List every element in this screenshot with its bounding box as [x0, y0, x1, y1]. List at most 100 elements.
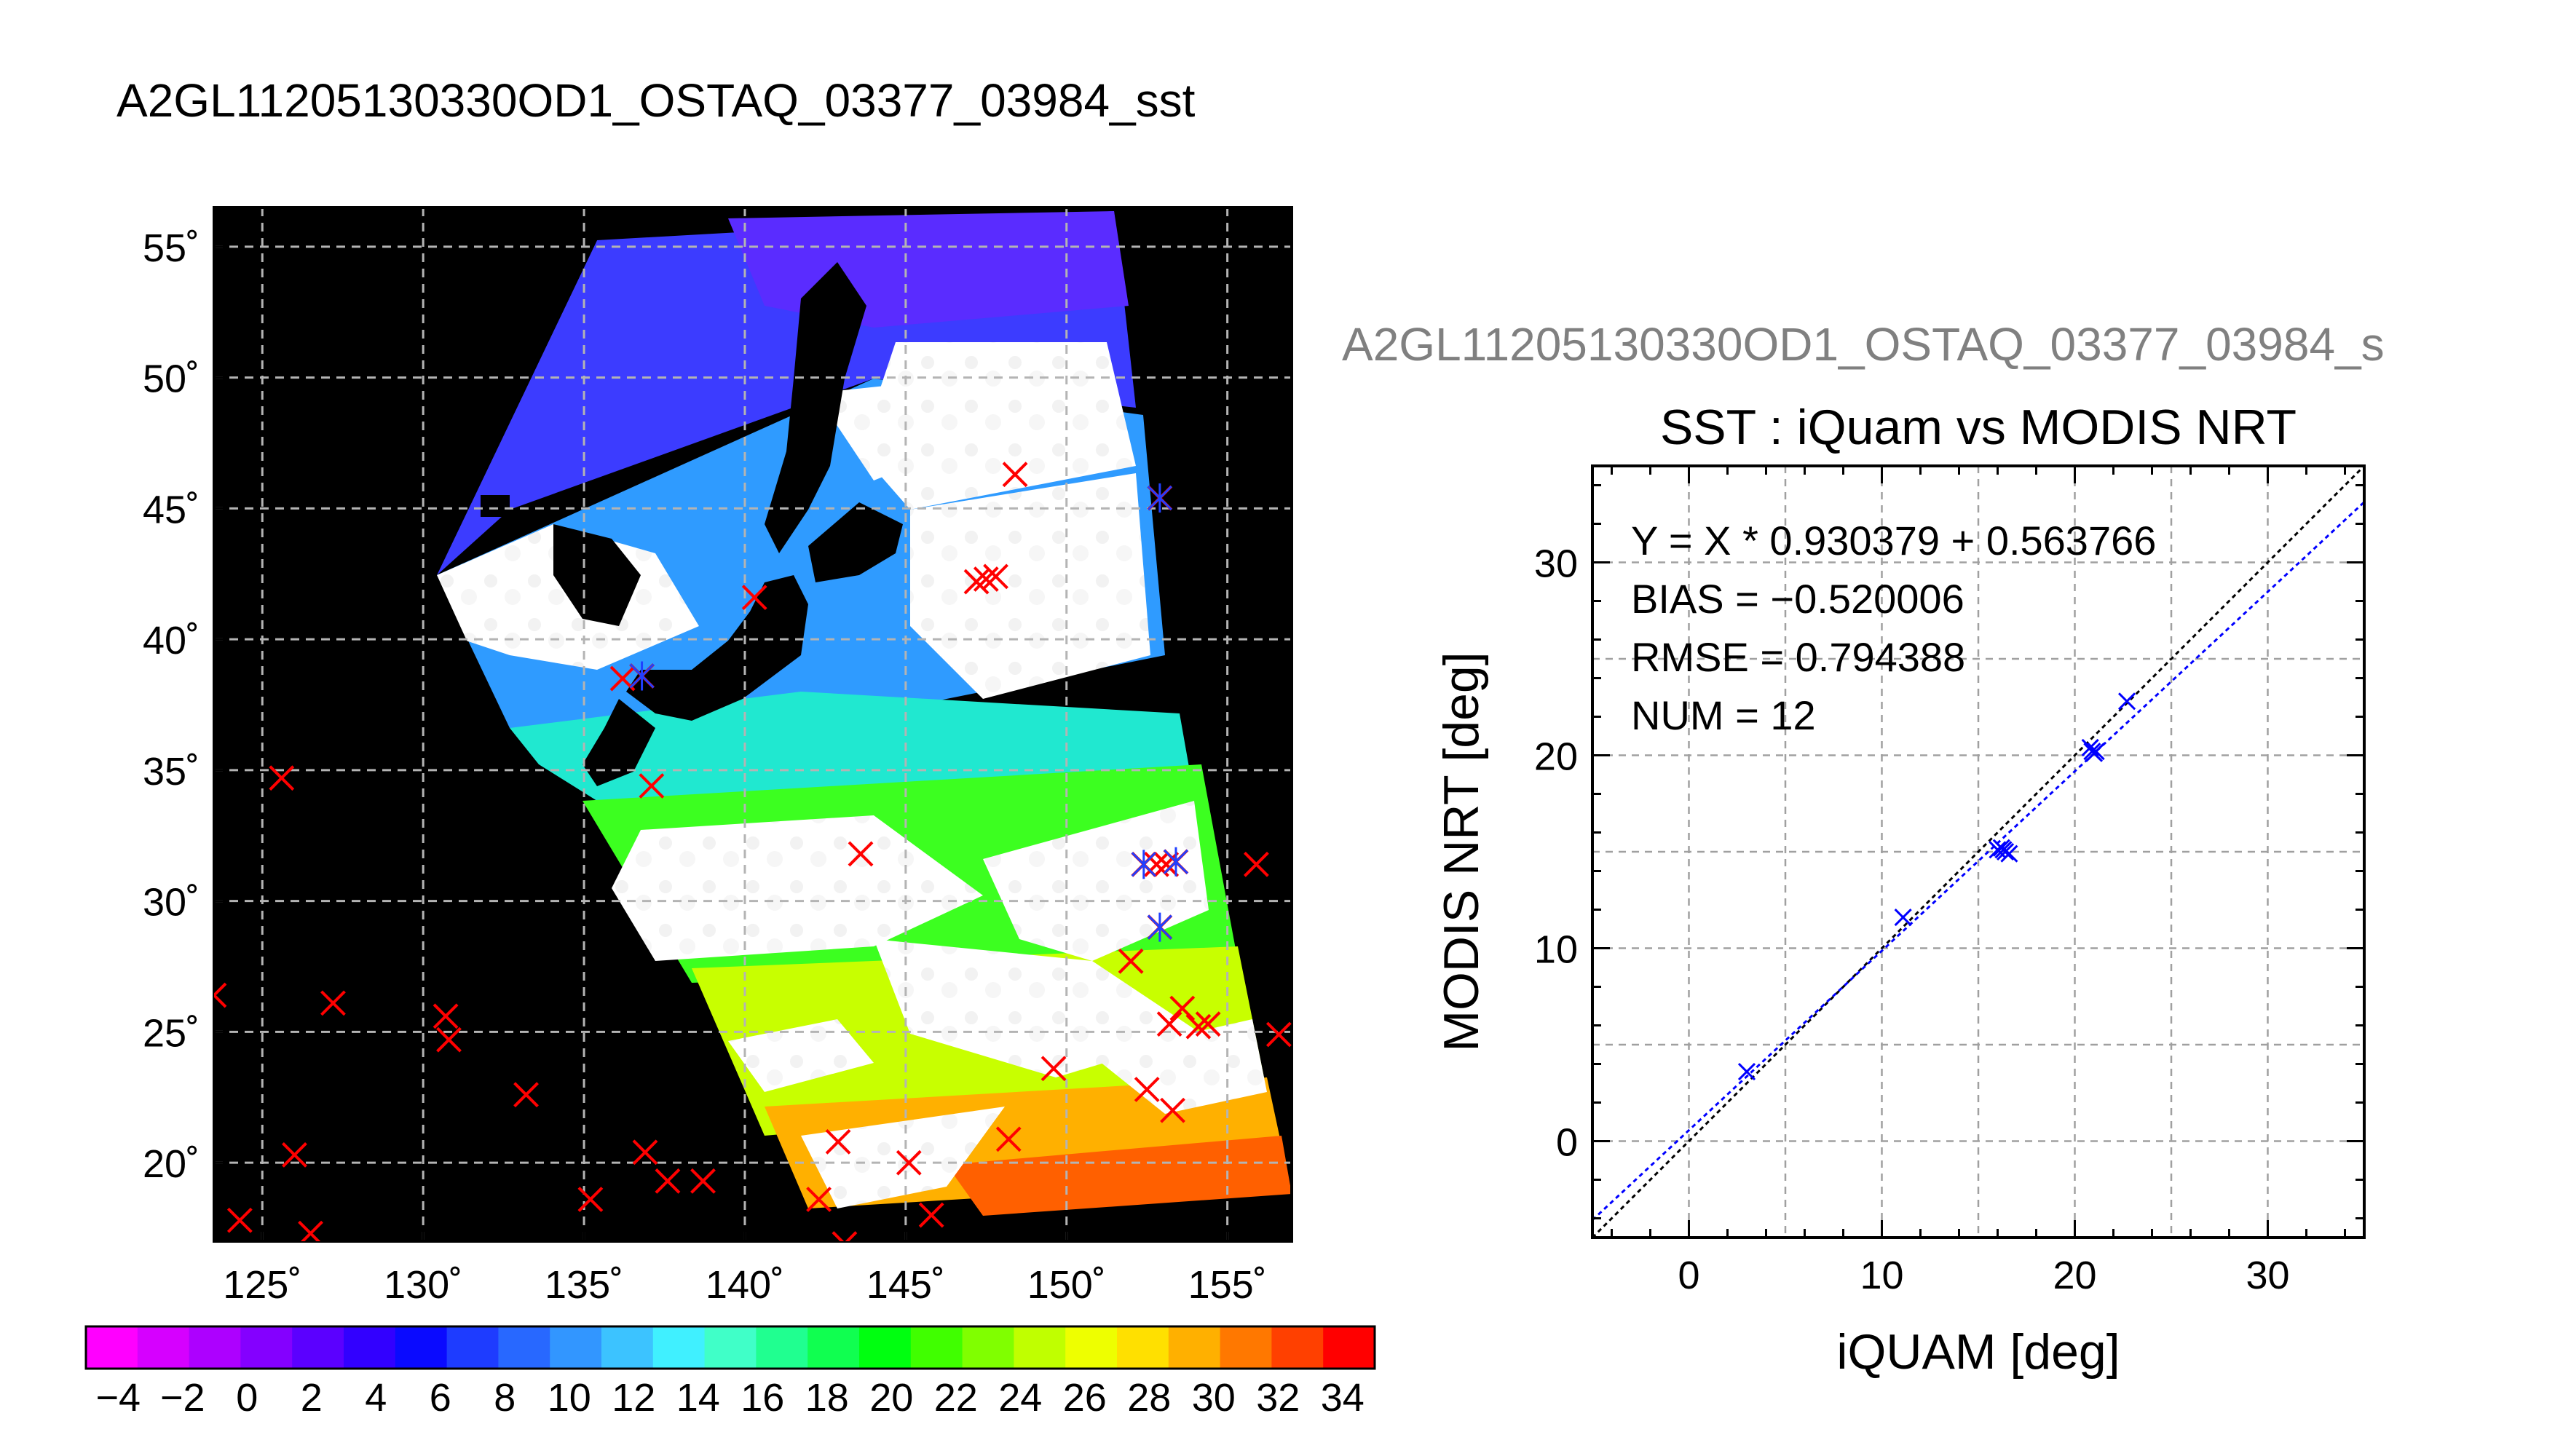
matchup-x-marker	[896, 1150, 922, 1176]
scatter-x-tick-label: 0	[1678, 1254, 1699, 1297]
scatter-ticks: 0 10 20 30 0 10 20 30	[1534, 466, 2364, 1297]
colorbar: −4 −2 0 2 4 6 8 10 12 14 16 18 20 22 24 26 28 30 32 34	[84, 1325, 1376, 1420]
map-x-axis: 125˚ 130˚ 135˚ 140˚ 145˚ 150˚ 155˚	[223, 1228, 1267, 1307]
matchup-x-marker	[1134, 1077, 1160, 1102]
colorbar-cell	[1323, 1326, 1375, 1369]
colorbar-tick-label: 24	[998, 1376, 1042, 1420]
scatter-y-tick-label: 10	[1534, 928, 1578, 972]
map-y-axis: 20˚ 25˚ 30˚ 35˚ 40˚ 45˚ 50˚ 55˚	[143, 226, 227, 1186]
colorbar-tick-label: −4	[95, 1376, 141, 1420]
matchup-x-marker	[918, 1202, 944, 1228]
colorbar-cell	[1014, 1326, 1066, 1369]
colorbar-cell	[910, 1326, 963, 1369]
matchup-star-marker	[1147, 483, 1172, 513]
stats-line: Y = X * 0.930379 + 0.563766	[1631, 518, 2156, 563]
map-y-tick-label: 45˚	[143, 488, 200, 531]
matchup-star-marker	[1131, 850, 1156, 879]
x-axis-label: iQUAM [deg]	[1836, 1324, 2120, 1380]
map-x-tick-label: 150˚	[1027, 1263, 1106, 1307]
colorbar-cell	[1271, 1326, 1324, 1369]
matchup-x-marker	[1002, 462, 1028, 488]
colorbar-cell	[1065, 1326, 1118, 1369]
colorbar-cell	[344, 1326, 396, 1369]
matchup-x-marker	[1169, 995, 1196, 1021]
colorbar-cell	[859, 1326, 912, 1369]
scatter-point	[1737, 1063, 1756, 1081]
colorbar-tick-label: 0	[236, 1376, 258, 1420]
scatter-points	[1737, 692, 2136, 1081]
colorbar-tick-label: 8	[494, 1376, 516, 1420]
scatter-panel: 0 10 20 30 0 10 20 30 Y = X * 0.930379 + 0.5637…	[1434, 464, 2366, 1380]
matchup-x-marker	[436, 1026, 462, 1053]
matchup-x-marker	[1243, 851, 1269, 877]
matchup-x-marker	[632, 1139, 658, 1166]
colorbar-tick-label: 26	[1063, 1376, 1107, 1420]
land-mass	[481, 262, 903, 786]
colorbar-cell	[550, 1326, 602, 1369]
matchup-star-marker	[1163, 847, 1189, 877]
matchup-x-marker	[639, 773, 665, 799]
map-y-tick-label: 40˚	[143, 619, 200, 662]
scatter-y-tick-label: 0	[1556, 1121, 1578, 1165]
matchup-star-marker	[629, 661, 655, 691]
matchup-x-marker	[577, 1187, 604, 1212]
map-y-tick-label: 35˚	[143, 750, 200, 794]
matchup-x-marker	[1156, 1011, 1182, 1037]
colorbar-cell	[1168, 1326, 1221, 1369]
colorbar-cell	[807, 1326, 860, 1369]
matchup-x-marker	[298, 1220, 323, 1241]
map-y-tick-label: 30˚	[143, 881, 200, 925]
colorbar-cells	[86, 1326, 1375, 1369]
colorbar-tick-labels: −4 −2 0 2 4 6 8 10 12 14 16 18 20 22 24 26 28 30 32 34	[95, 1376, 1364, 1420]
colorbar-cell	[756, 1326, 808, 1369]
main-title: A2GL11205130330OD1_OSTAQ_03377_03984_sst	[117, 74, 1196, 127]
map-y-tick-label: 50˚	[143, 357, 200, 401]
matchup-x-marker	[995, 1126, 1022, 1152]
colorbar-tick-label: 16	[741, 1376, 784, 1420]
map-x-tick-label: 130˚	[384, 1263, 462, 1307]
colorbar-cell	[962, 1326, 1014, 1369]
scatter-y-tick-label: 20	[1534, 735, 1578, 779]
map-y-tick-label: 55˚	[143, 226, 200, 270]
colorbar-tick-label: 4	[365, 1376, 387, 1420]
colorbar-cell	[395, 1326, 448, 1369]
scatter-title: SST : iQuam vs MODIS NRT	[1660, 400, 2297, 455]
y-axis-label: MODIS NRT [deg]	[1434, 652, 1489, 1051]
side-title: A2GL11205130330OD1_OSTAQ_03377_03984_s	[1342, 318, 2385, 371]
map-x-tick-label: 155˚	[1188, 1263, 1267, 1307]
colorbar-cell	[446, 1326, 499, 1369]
matchup-x-marker	[1160, 1097, 1185, 1123]
colorbar-cell	[601, 1326, 654, 1369]
colorbar-tick-label: −2	[160, 1376, 205, 1420]
colorbar-tick-label: 34	[1321, 1376, 1365, 1420]
matchup-x-marker	[806, 1187, 832, 1212]
matchup-x-marker	[1118, 948, 1144, 974]
stats-line: RMSE = 0.794388	[1631, 634, 1965, 680]
colorbar-tick-label: 14	[676, 1376, 720, 1420]
map-x-tick-label: 140˚	[706, 1263, 784, 1307]
matchup-x-marker	[1265, 1021, 1292, 1048]
colorbar-tick-label: 18	[805, 1376, 849, 1420]
scatter-x-tick-label: 10	[1860, 1254, 1903, 1297]
swath-mask-left	[214, 207, 741, 1241]
map-panel: 125˚ 130˚ 135˚ 140˚ 145˚ 150˚ 155˚ 20˚ 25˚ 30˚ 35…	[143, 206, 1293, 1307]
scatter-point	[1994, 841, 2013, 859]
scatter-point	[2083, 743, 2101, 761]
colorbar-cell	[1220, 1326, 1272, 1369]
colorbar-tick-label: 10	[548, 1376, 591, 1420]
matchup-markers	[214, 462, 1292, 1241]
colorbar-tick-label: 28	[1127, 1376, 1171, 1420]
matchup-x-marker	[741, 585, 767, 611]
swath-red-band	[947, 1136, 1292, 1216]
matchup-x-marker	[832, 1231, 858, 1241]
colorbar-tick-label: 2	[301, 1376, 323, 1420]
matchup-x-marker	[848, 841, 874, 867]
matchup-x-marker	[973, 566, 999, 592]
colorbar-tick-label: 12	[612, 1376, 655, 1420]
scatter-x-tick-label: 30	[2246, 1254, 2289, 1297]
matchup-x-marker	[1195, 1011, 1221, 1037]
identity-line	[1592, 466, 2364, 1238]
scatter-grid	[1592, 466, 2364, 1238]
matchup-x-marker	[1185, 1013, 1212, 1040]
colorbar-tick-label: 6	[430, 1376, 451, 1420]
